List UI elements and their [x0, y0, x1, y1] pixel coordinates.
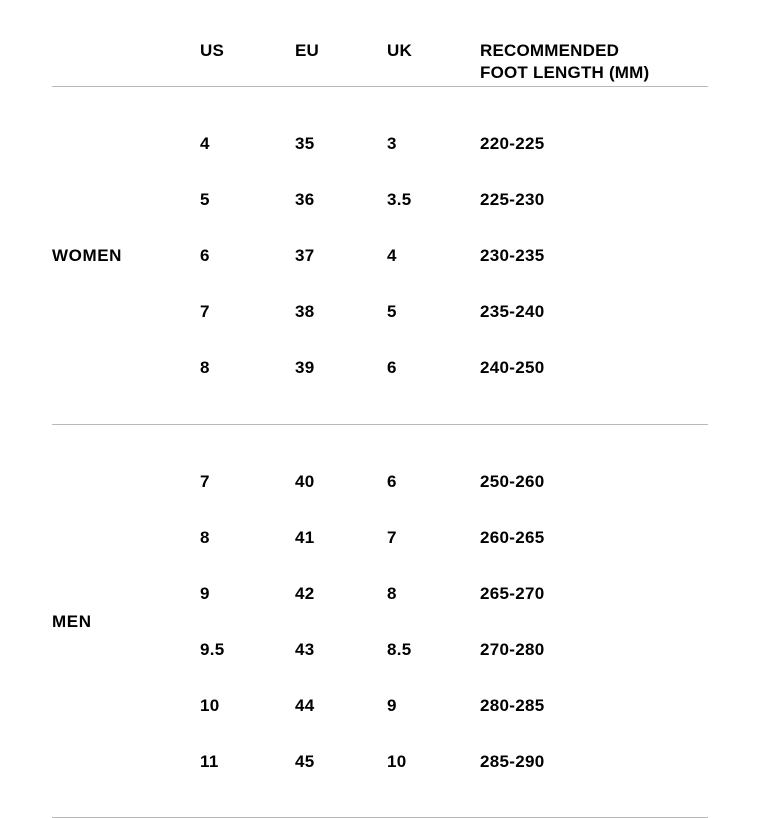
cell-foot-length: 240-250: [480, 358, 545, 377]
cell-us: 9.5: [200, 640, 225, 659]
cell-uk: 8: [387, 584, 397, 603]
cell-eu: 44: [295, 696, 315, 715]
cell-foot-length: 260-265: [480, 528, 545, 547]
cell-us: 8: [200, 528, 210, 547]
table-header-row: US EU UK RECOMMENDED FOOT LENGTH (MM): [52, 0, 708, 86]
cell-eu: 35: [295, 134, 315, 153]
table-row: 5 36 3.5 225-230: [52, 172, 708, 228]
cell-foot-length: 265-270: [480, 584, 545, 603]
cell-eu: 42: [295, 584, 315, 603]
cell-foot-length: 220-225: [480, 134, 545, 153]
column-header-group: [52, 0, 200, 86]
column-header-eu: EU: [295, 0, 387, 86]
size-conversion-table: US EU UK RECOMMENDED FOOT LENGTH (MM): [52, 0, 708, 818]
cell-eu: 43: [295, 640, 315, 659]
header-divider-row: [52, 86, 708, 87]
section-label-men: MEN: [52, 612, 92, 631]
cell-us: 8: [200, 358, 210, 377]
cell-uk: 4: [387, 246, 397, 265]
cell-eu: 36: [295, 190, 315, 209]
column-header-eu-label: EU: [295, 41, 320, 60]
table-row: 9 42 8 265-270: [52, 566, 708, 622]
cell-us: 4: [200, 134, 210, 153]
cell-eu: 38: [295, 302, 315, 321]
cell-uk: 9: [387, 696, 397, 715]
section-top-spacer-men: [52, 425, 708, 454]
cell-foot-length: 230-235: [480, 246, 545, 265]
column-header-foot-length: RECOMMENDED FOOT LENGTH (MM): [480, 0, 708, 86]
cell-uk: 6: [387, 358, 397, 377]
cell-uk: 10: [387, 752, 407, 771]
section-divider: [52, 424, 708, 425]
cell-foot-length: 235-240: [480, 302, 545, 321]
cell-eu: 41: [295, 528, 315, 547]
section-bottom-spacer-women: [52, 396, 708, 424]
cell-us: 7: [200, 472, 210, 491]
cell-foot-length: 270-280: [480, 640, 545, 659]
cell-foot-length: 250-260: [480, 472, 545, 491]
cell-uk: 5: [387, 302, 397, 321]
cell-eu: 39: [295, 358, 315, 377]
section-bottom-spacer-men: [52, 790, 708, 817]
table-row: 7 38 5 235-240: [52, 284, 708, 340]
column-header-uk-label: UK: [387, 41, 412, 60]
table-row: MEN 7 40 6 250-260: [52, 454, 708, 631]
column-header-group-label: [52, 0, 200, 40]
column-header-us-label: US: [200, 41, 225, 60]
cell-foot-length: 280-285: [480, 696, 545, 715]
table-body: WOMEN 4 35 3 220-225 5 36 3.5 225-230 6 …: [52, 86, 708, 818]
cell-uk: 7: [387, 528, 397, 547]
column-header-foot-length-label: RECOMMENDED FOOT LENGTH (MM): [480, 41, 650, 83]
column-header-us: US: [200, 0, 295, 86]
cell-us: 5: [200, 190, 210, 209]
table-row: 6 37 4 230-235: [52, 228, 708, 284]
section-divider-row: [52, 424, 708, 425]
cell-eu: 45: [295, 752, 315, 771]
section-top-spacer-women: [52, 87, 708, 116]
cell-uk: 8.5: [387, 640, 412, 659]
size-chart: US EU UK RECOMMENDED FOOT LENGTH (MM): [52, 41, 708, 818]
section-label-women: WOMEN: [52, 246, 123, 265]
cell-us: 7: [200, 302, 210, 321]
cell-foot-length: 285-290: [480, 752, 545, 771]
cell-uk: 3: [387, 134, 397, 153]
cell-uk: 6: [387, 472, 397, 491]
cell-us: 11: [200, 752, 219, 771]
cell-us: 10: [200, 696, 220, 715]
cell-eu: 37: [295, 246, 315, 265]
cell-us: 6: [200, 246, 210, 265]
cell-eu: 40: [295, 472, 315, 491]
cell-uk: 3.5: [387, 190, 412, 209]
header-divider: [52, 86, 708, 87]
cell-us: 9: [200, 584, 210, 603]
table-row: 10 44 9 280-285: [52, 678, 708, 734]
cell-foot-length: 225-230: [480, 190, 545, 209]
column-header-uk: UK: [387, 0, 480, 86]
table-row: 9.5 43 8.5 270-280: [52, 622, 708, 678]
table-row: 8 41 7 260-265: [52, 510, 708, 566]
table-row: WOMEN 4 35 3 220-225: [52, 116, 708, 265]
table-row: 8 39 6 240-250: [52, 340, 708, 396]
